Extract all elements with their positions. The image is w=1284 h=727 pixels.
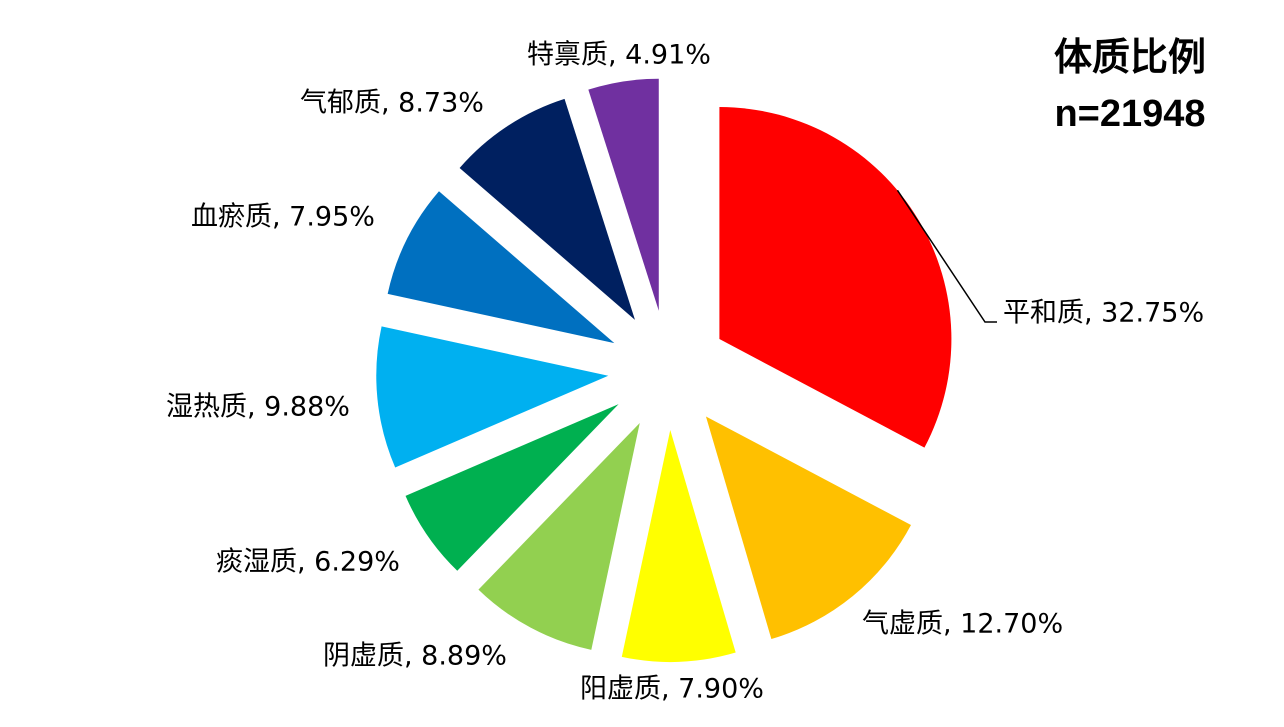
- pie-slice: [621, 429, 736, 662]
- pie-slice: [588, 78, 659, 311]
- data-label: 痰湿质, 6.29%: [216, 547, 400, 578]
- chart-title: 体质比例: [1054, 37, 1206, 79]
- data-label: 特禀质, 4.91%: [527, 40, 711, 71]
- data-label: 气虚质, 12.70%: [862, 609, 1063, 640]
- pie-slice: [719, 107, 952, 448]
- data-label: 气郁质, 8.73%: [300, 88, 484, 119]
- pie-slice: [478, 422, 640, 650]
- leader-line: [896, 189, 997, 323]
- data-label: 湿热质, 9.88%: [166, 392, 350, 423]
- chart-subtitle: n=21948: [1054, 93, 1205, 135]
- data-label: 阳虚质, 7.90%: [580, 674, 764, 705]
- pie-slice: [405, 404, 619, 571]
- data-label: 平和质, 32.75%: [1003, 298, 1204, 329]
- pie-slice: [376, 326, 609, 468]
- pie-slice: [387, 191, 615, 344]
- data-label: 阴虚质, 8.89%: [323, 641, 507, 672]
- pie-slice: [705, 416, 911, 640]
- data-label: 血瘀质, 7.95%: [191, 202, 375, 233]
- pie-slice: [459, 98, 635, 320]
